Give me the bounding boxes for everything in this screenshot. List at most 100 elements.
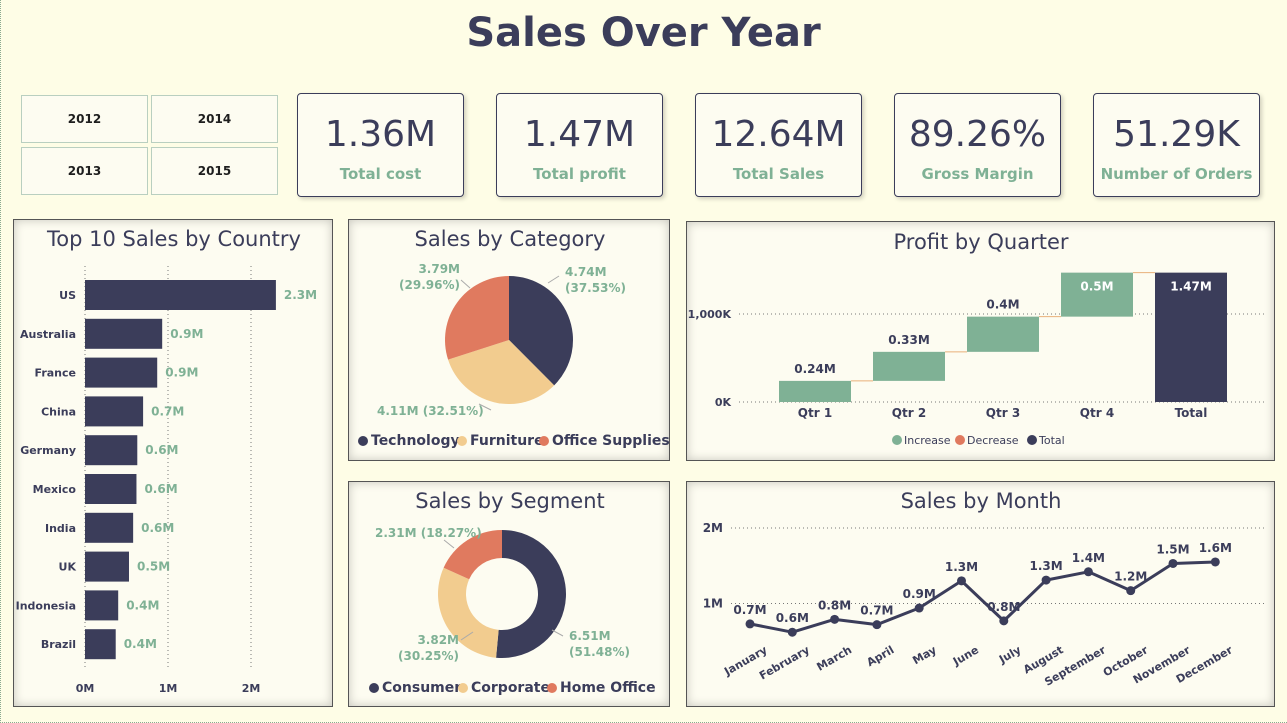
legend-marker (369, 683, 379, 693)
panel-quarter: Profit by Quarter 0K 1,000K 0.24M Qtr 1 0.33M… (686, 221, 1275, 461)
data-label: 0.7M (151, 404, 184, 418)
series-line (749, 560, 1216, 634)
panel-segment: Sales by Segment 6.51M (51.48%) 3.82M (30.25… (348, 481, 670, 707)
kpi-label: Total cost (339, 165, 422, 183)
legend-label: Home Office (560, 680, 656, 696)
country-label: Brazil (41, 638, 76, 651)
chart-title: Sales by Month (901, 489, 1062, 513)
country-label: France (35, 367, 76, 380)
y-tick-label: 2M (703, 521, 723, 535)
month-line-chart: Sales by Month1M2M0.7MJanuary0.6MFebruar… (703, 489, 1267, 689)
legend-marker (539, 436, 549, 446)
x-tick-label: Qtr 4 (1080, 406, 1114, 420)
data-label: 0.6M (145, 443, 178, 457)
data-label: 0.7M (860, 604, 893, 618)
slice-label: 3.79M (418, 262, 460, 276)
bar (85, 590, 119, 621)
y-tick-label: 1M (703, 597, 723, 611)
waterfall-bar (967, 316, 1039, 352)
legend-marker (458, 683, 468, 693)
kpi-label: Total Sales (732, 165, 825, 183)
slice-label: 6.51M (569, 629, 611, 643)
x-tick-label: May (910, 643, 938, 667)
data-label: 0.6M (144, 482, 177, 496)
legend-label: Increase (904, 434, 951, 447)
slice-label: 3.82M (417, 633, 459, 647)
legend-marker (955, 435, 965, 445)
bar (85, 396, 144, 427)
waterfall-bar (1155, 272, 1227, 402)
data-point (957, 576, 966, 586)
data-label: 1.47M (1170, 280, 1212, 294)
data-label: 0.4M (124, 637, 157, 651)
chart-title: Profit by Quarter (893, 230, 1068, 254)
bar (85, 318, 163, 349)
kpi-value: 89.26% (908, 114, 1047, 155)
pie-slice (438, 567, 499, 658)
data-point (1041, 575, 1051, 585)
data-label: 1.6M (1199, 541, 1232, 555)
x-tick-label: March (815, 643, 855, 673)
chart-title: Sales by Segment (415, 489, 605, 513)
year-button-2012[interactable]: 2012 (21, 95, 148, 143)
country-label: Mexico (33, 483, 77, 496)
data-label: 0.6M (141, 521, 174, 535)
data-label: 0.24M (794, 362, 836, 376)
waterfall-bar (1061, 272, 1133, 317)
data-point (914, 603, 924, 613)
country-label: UK (59, 561, 77, 574)
leader-line (443, 539, 455, 549)
legend-marker (358, 436, 368, 446)
quarter-waterfall-chart: Profit by Quarter 0K 1,000K 0.24M Qtr 1 0.33M… (688, 230, 1267, 447)
year-button-2014[interactable]: 2014 (151, 95, 278, 143)
pie-slice (448, 340, 555, 404)
leader-line (460, 631, 474, 641)
year-button-2015[interactable]: 2015 (151, 147, 278, 195)
legend-label: Total (1038, 434, 1065, 447)
x-tick-label: Qtr 3 (986, 406, 1020, 420)
x-tick-label: 2M (242, 682, 261, 695)
country-label: China (41, 405, 76, 418)
bar (85, 357, 158, 388)
x-tick-label: Qtr 1 (798, 406, 832, 420)
x-tick-label: Total (1175, 406, 1208, 420)
data-label: 0.6M (776, 611, 809, 625)
kpi-card-total-cost: 1.36M Total cost (297, 93, 464, 197)
kpi-value: 1.47M (523, 114, 636, 155)
slice-label: (51.48%) (569, 645, 630, 659)
kpi-card-number-of-orders: 51.29K Number of Orders (1093, 93, 1260, 197)
bar (85, 551, 129, 582)
country-label: Indonesia (16, 599, 76, 612)
waterfall-bar (873, 351, 945, 381)
panel-category: Sales by Category 4.74M (37.53%) 4.11M (32.… (348, 219, 670, 461)
country-label: India (45, 522, 76, 535)
pie-slice (496, 530, 567, 658)
year-button-2013[interactable]: 2013 (21, 147, 148, 195)
bar (85, 474, 137, 504)
data-label: 1.3M (945, 560, 978, 574)
legend-label: Office Supplies (552, 433, 670, 449)
panel-month: Sales by Month 1M 2M 0.7M January 0.6M Februar… (686, 481, 1275, 707)
x-tick-label: April (864, 643, 896, 669)
kpi-value: 1.36M (324, 114, 437, 155)
data-point (1168, 558, 1178, 568)
page-title: Sales Over Year (466, 10, 821, 56)
leader-line (478, 403, 492, 411)
pie-slice (443, 530, 502, 580)
data-label: 0.9M (170, 327, 203, 341)
data-label: 1.4M (1072, 551, 1105, 565)
kpi-card-gross-margin: 89.26% Gross Margin (894, 93, 1061, 197)
legend-marker (547, 683, 557, 693)
data-label: 0.5M (137, 560, 170, 574)
data-label: 0.33M (888, 333, 930, 347)
legend-marker (892, 435, 902, 445)
segment-donut-chart: Sales by Segment 6.51M (51.48%) 3.82M (30.25… (369, 489, 656, 696)
legend-label: Furniture (470, 433, 544, 449)
pie-slice (509, 276, 573, 386)
data-label: 0.4M (986, 298, 1019, 312)
slice-label: (29.96%) (399, 278, 460, 292)
kpi-card-total-profit: 1.47M Total profit (496, 93, 663, 197)
data-label: 2.3M (284, 288, 317, 302)
bar (85, 280, 276, 310)
slice-label: 4.74M (565, 265, 607, 279)
